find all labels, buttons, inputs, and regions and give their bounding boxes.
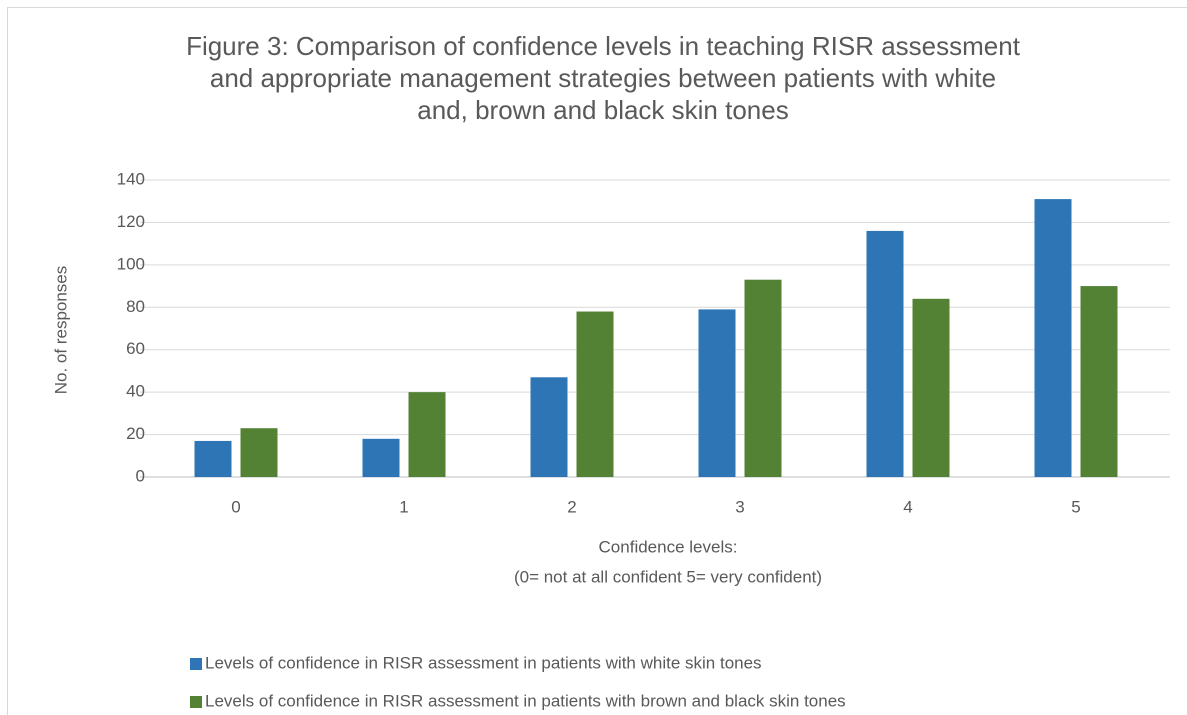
x-tick-label: 2	[567, 497, 576, 516]
x-tick-label: 3	[735, 497, 744, 516]
x-axis-label: Confidence levels:	[599, 537, 738, 556]
legend-label: Levels of confidence in RISR assessment …	[205, 653, 762, 672]
legend-swatch	[190, 696, 202, 708]
bar	[866, 230, 904, 477]
chart-title: Figure 3: Comparison of confidence level…	[186, 31, 1021, 61]
y-tick-label: 40	[126, 382, 145, 401]
bar	[1080, 286, 1118, 477]
bar	[408, 392, 446, 477]
y-tick-label: 20	[126, 424, 145, 443]
chart-title: and appropriate management strategies be…	[210, 63, 996, 93]
y-axis-label: No. of responses	[51, 266, 70, 395]
x-tick-label: 0	[231, 497, 240, 516]
y-tick-label: 0	[136, 466, 145, 485]
x-tick-label: 5	[1071, 497, 1080, 516]
legend-label: Levels of confidence in RISR assessment …	[205, 691, 846, 710]
y-tick-label: 100	[117, 254, 145, 273]
bar	[240, 428, 278, 477]
y-tick-label: 140	[117, 169, 145, 188]
x-tick-label: 4	[903, 497, 912, 516]
y-tick-label: 80	[126, 297, 145, 316]
x-axis-label: (0= not at all confident 5= very confide…	[514, 567, 822, 586]
bar	[912, 298, 950, 477]
bar	[576, 311, 614, 477]
bar	[698, 309, 736, 477]
bar	[362, 438, 400, 477]
y-tick-label: 60	[126, 339, 145, 358]
y-tick-label: 120	[117, 212, 145, 231]
x-tick-label: 1	[399, 497, 408, 516]
bar	[530, 377, 568, 477]
bar	[1034, 199, 1072, 478]
chart-title: and, brown and black skin tones	[417, 95, 788, 125]
bar	[194, 440, 232, 477]
legend-swatch	[190, 658, 202, 670]
bar	[744, 279, 782, 477]
